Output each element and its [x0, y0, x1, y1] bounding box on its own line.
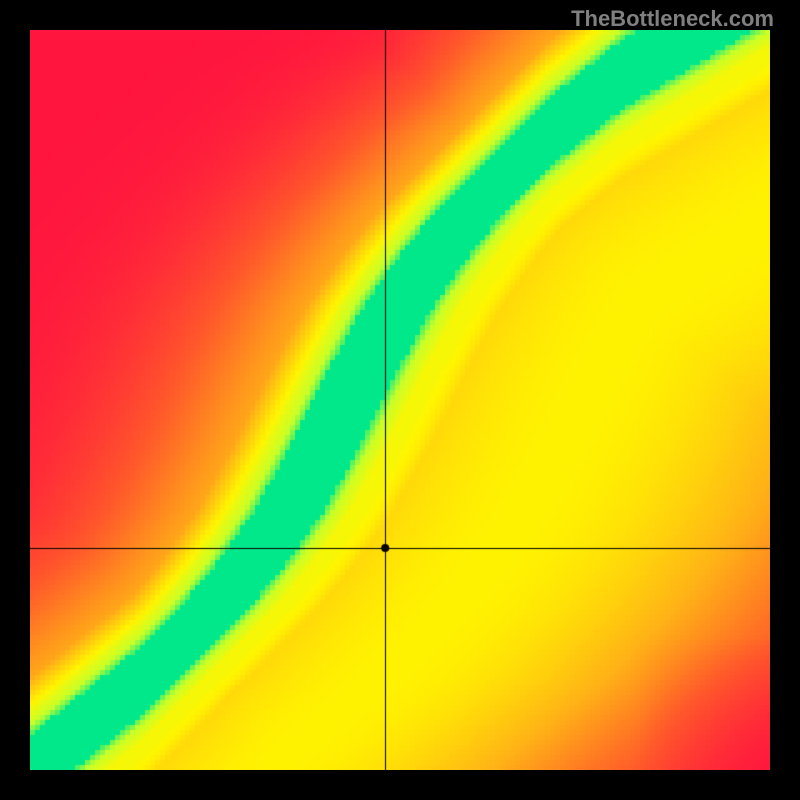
bottleneck-heatmap [30, 30, 770, 770]
watermark-text: TheBottleneck.com [571, 6, 774, 32]
chart-container: TheBottleneck.com [0, 0, 800, 800]
